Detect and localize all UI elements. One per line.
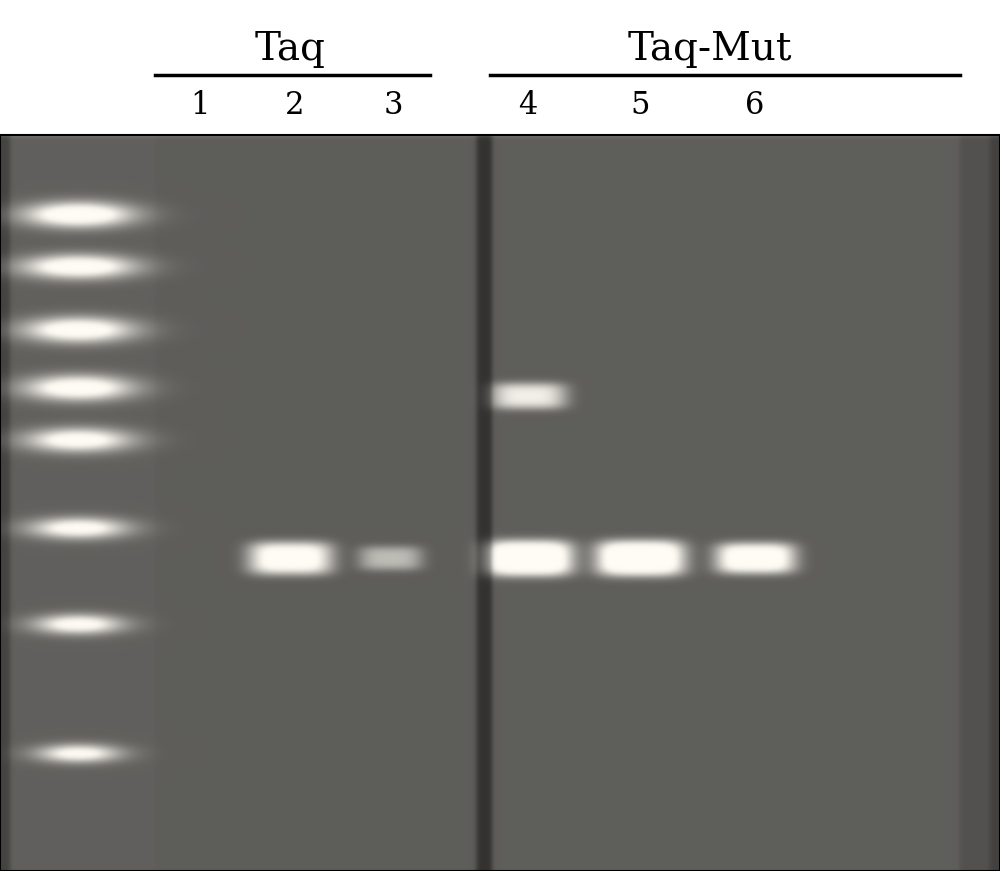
Bar [0, 0, 1000, 135]
Text: 5: 5 [630, 90, 650, 120]
Text: 6: 6 [745, 90, 765, 120]
Text: 2: 2 [285, 90, 305, 120]
Text: 1: 1 [190, 90, 210, 120]
Bar [0, 135, 1000, 871]
Text: 4: 4 [518, 90, 538, 120]
Text: 3: 3 [383, 90, 403, 120]
Text: Taq-Mut: Taq-Mut [628, 31, 792, 69]
Text: Taq: Taq [255, 31, 325, 69]
